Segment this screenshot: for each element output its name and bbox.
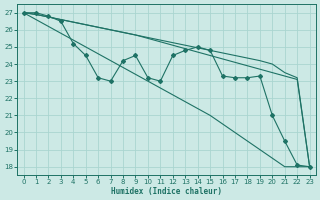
X-axis label: Humidex (Indice chaleur): Humidex (Indice chaleur): [111, 187, 222, 196]
